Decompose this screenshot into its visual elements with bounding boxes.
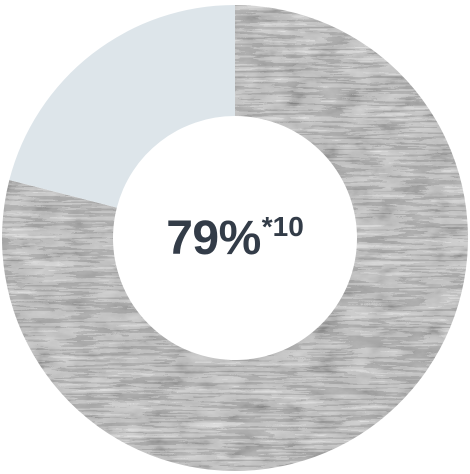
- donut-slice-remainder: [9, 5, 235, 208]
- donut-slice-primary: [1, 5, 469, 472]
